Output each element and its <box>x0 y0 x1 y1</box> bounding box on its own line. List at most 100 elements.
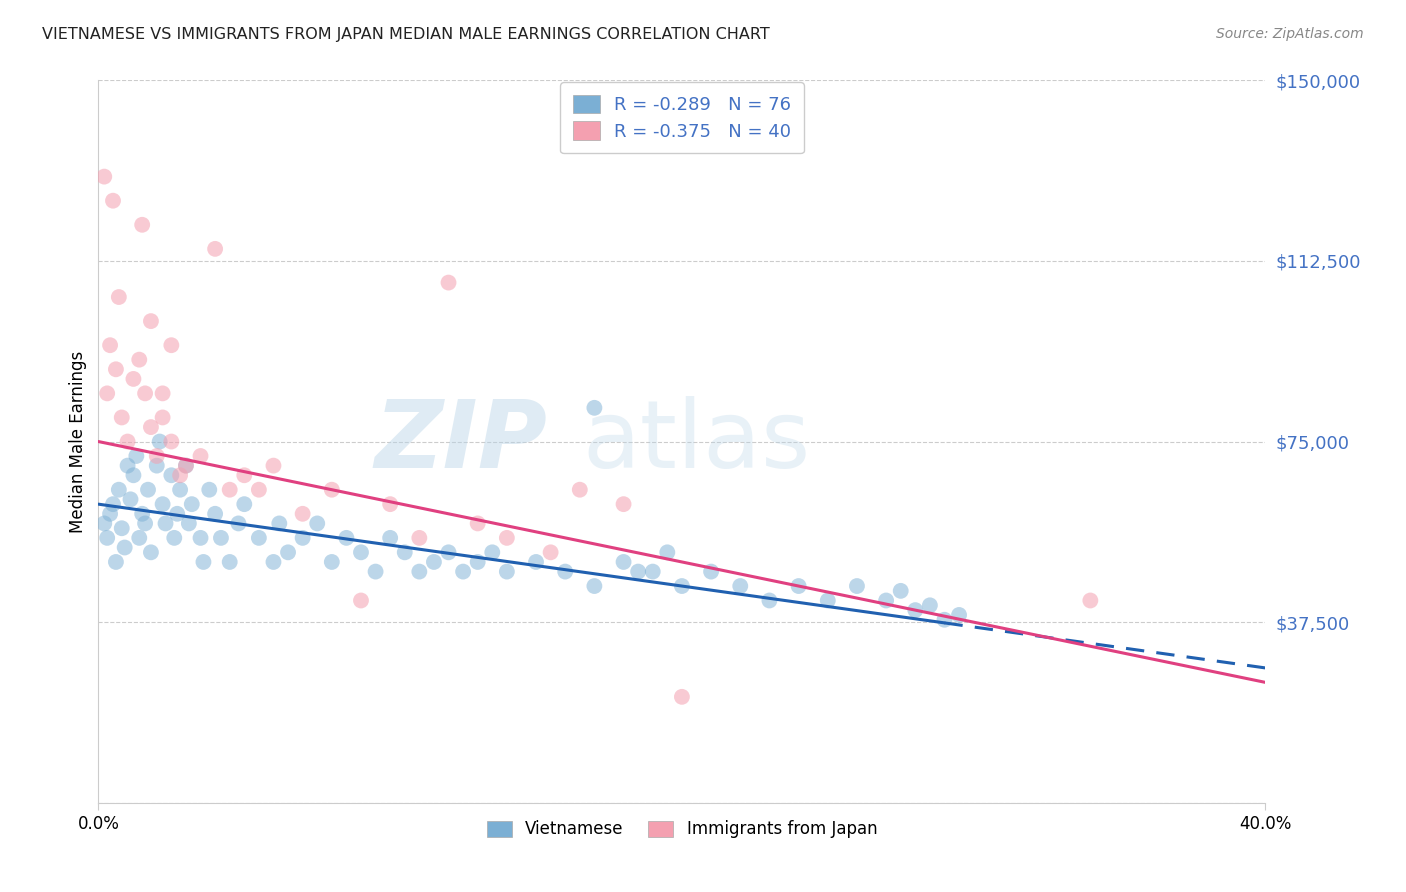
Point <box>204 242 226 256</box>
Point <box>671 579 693 593</box>
Point <box>451 565 474 579</box>
Point <box>269 516 291 531</box>
Point <box>291 531 314 545</box>
Point <box>350 545 373 559</box>
Point <box>730 579 752 593</box>
Point <box>190 449 212 463</box>
Point <box>93 169 115 184</box>
Point <box>98 338 121 352</box>
Point <box>277 545 299 559</box>
Point <box>104 362 127 376</box>
Point <box>108 483 131 497</box>
Point <box>218 483 240 497</box>
Point <box>890 583 912 598</box>
Legend: Vietnamese, Immigrants from Japan: Vietnamese, Immigrants from Japan <box>479 814 884 845</box>
Point <box>177 516 200 531</box>
Point <box>111 521 134 535</box>
Point <box>540 545 562 559</box>
Point <box>104 555 127 569</box>
Point <box>136 483 159 497</box>
Point <box>641 565 664 579</box>
Point <box>139 314 162 328</box>
Point <box>174 458 197 473</box>
Point <box>131 218 153 232</box>
Point <box>787 579 810 593</box>
Point <box>394 545 416 559</box>
Point <box>875 593 897 607</box>
Point <box>190 531 212 545</box>
Point <box>335 531 357 545</box>
Point <box>160 338 183 352</box>
Point <box>160 468 183 483</box>
Point <box>948 607 970 622</box>
Point <box>108 290 131 304</box>
Point <box>93 516 115 531</box>
Text: VIETNAMESE VS IMMIGRANTS FROM JAPAN MEDIAN MALE EARNINGS CORRELATION CHART: VIETNAMESE VS IMMIGRANTS FROM JAPAN MEDI… <box>42 27 770 42</box>
Point <box>437 276 460 290</box>
Point <box>321 483 343 497</box>
Point <box>134 386 156 401</box>
Point <box>228 516 250 531</box>
Point <box>437 545 460 559</box>
Point <box>657 545 679 559</box>
Point <box>247 531 270 545</box>
Point <box>467 516 489 531</box>
Point <box>160 434 183 449</box>
Text: atlas: atlas <box>582 395 811 488</box>
Point <box>218 555 240 569</box>
Point <box>233 468 256 483</box>
Point <box>467 555 489 569</box>
Point <box>155 516 177 531</box>
Point <box>117 458 139 473</box>
Point <box>125 449 148 463</box>
Point <box>96 531 118 545</box>
Point <box>120 492 142 507</box>
Point <box>758 593 780 607</box>
Point <box>117 434 139 449</box>
Point <box>817 593 839 607</box>
Point <box>128 352 150 367</box>
Point <box>193 555 215 569</box>
Point <box>262 458 284 473</box>
Point <box>307 516 329 531</box>
Point <box>380 497 402 511</box>
Point <box>408 565 430 579</box>
Point <box>627 565 650 579</box>
Point <box>169 483 191 497</box>
Point <box>918 599 941 613</box>
Text: ZIP: ZIP <box>375 395 548 488</box>
Point <box>583 401 606 415</box>
Point <box>131 507 153 521</box>
Point <box>152 386 174 401</box>
Point <box>111 410 134 425</box>
Point <box>496 531 519 545</box>
Point <box>96 386 118 401</box>
Point <box>700 565 723 579</box>
Point <box>364 565 387 579</box>
Point <box>101 497 124 511</box>
Point <box>139 545 162 559</box>
Point <box>524 555 547 569</box>
Point <box>122 372 145 386</box>
Point <box>408 531 430 545</box>
Point <box>128 531 150 545</box>
Point <box>204 507 226 521</box>
Point <box>166 507 188 521</box>
Point <box>568 483 591 497</box>
Point <box>152 497 174 511</box>
Point <box>496 565 519 579</box>
Point <box>554 565 576 579</box>
Point <box>934 613 956 627</box>
Point <box>671 690 693 704</box>
Point <box>612 555 634 569</box>
Point <box>583 579 606 593</box>
Point <box>612 497 634 511</box>
Point <box>209 531 232 545</box>
Point <box>101 194 124 208</box>
Point <box>262 555 284 569</box>
Point <box>169 468 191 483</box>
Point <box>198 483 221 497</box>
Point <box>122 468 145 483</box>
Point <box>321 555 343 569</box>
Point <box>291 507 314 521</box>
